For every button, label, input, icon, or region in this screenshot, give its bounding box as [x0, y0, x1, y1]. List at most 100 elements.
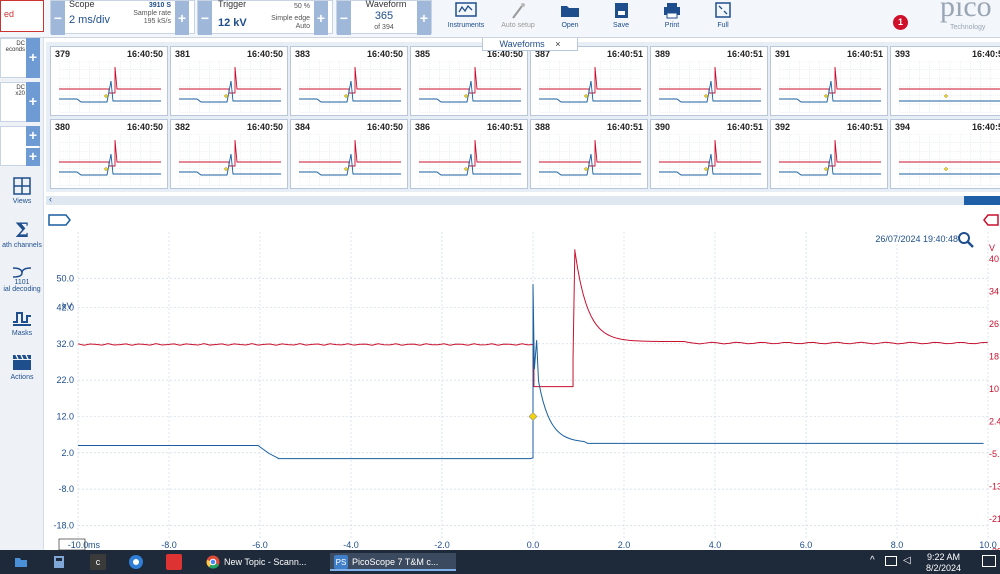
thumbnail-number: 386: [415, 122, 431, 132]
waveforms-tab[interactable]: Waveforms ×: [482, 38, 578, 51]
waveform-thumbnail[interactable]: 380 16:40:50: [50, 119, 168, 189]
waveform-thumbnail[interactable]: 390 16:40:51: [650, 119, 768, 189]
thumbnail-trigger-marker: [103, 93, 109, 99]
waveform-group: − Waveform 365 of 394 +: [336, 0, 432, 35]
left-sidebar: DC econds + DC x20 + + + Views Σ ath cha…: [0, 38, 44, 550]
thumbnail-trigger-marker: [583, 93, 589, 99]
trigger-decrease-button[interactable]: −: [198, 1, 212, 35]
thumbnail-number: 385: [415, 49, 431, 59]
timebase-decrease-button[interactable]: −: [51, 1, 65, 35]
thumbnail-scrollbar[interactable]: ‹: [46, 194, 1000, 205]
channel-c-plus-button[interactable]: +: [26, 126, 40, 146]
calculator-icon[interactable]: [52, 555, 66, 569]
thumbnail-red-trace: [299, 139, 401, 167]
run-status-button[interactable]: ed: [0, 0, 44, 32]
channel-a-plus-button[interactable]: +: [26, 38, 40, 78]
instruments-button[interactable]: Instruments: [441, 0, 491, 36]
save-button[interactable]: Save: [596, 0, 646, 36]
masks-button[interactable]: Masks: [0, 308, 44, 337]
network-icon[interactable]: [885, 556, 897, 566]
math-channels-button[interactable]: Σ ath channels: [0, 220, 44, 249]
thumbnail-blue-trace: [59, 153, 161, 176]
thumbnail-trigger-marker: [823, 166, 829, 172]
thumbnail-number: 389: [655, 49, 671, 59]
left-axis-tick: 50.0: [56, 273, 74, 283]
auto-setup-button[interactable]: Auto setup: [493, 0, 543, 36]
thumbnail-number: 384: [295, 122, 311, 132]
notifications-icon[interactable]: [982, 555, 996, 567]
thumbnail-number: 379: [55, 49, 71, 59]
waveform-thumbnail[interactable]: 387 16:40:51: [530, 46, 648, 116]
waveform-thumbnail[interactable]: 394 16:40:5: [890, 119, 1000, 189]
explorer-icon[interactable]: [14, 555, 28, 569]
taskbar-app-chrome[interactable]: New Topic - Scann...: [202, 553, 320, 571]
waveform-thumbnail[interactable]: 388 16:40:51: [530, 119, 648, 189]
thumbnail-trigger-marker: [223, 166, 229, 172]
thumbnail-blue-trace: [419, 80, 521, 103]
waveform-prev-button[interactable]: −: [337, 1, 351, 35]
waveform-thumbnail[interactable]: 383 16:40:50: [290, 46, 408, 116]
waveform-thumbnail[interactable]: 391 16:40:51: [770, 46, 888, 116]
thumbnail-red-trace: [779, 66, 881, 94]
waveform-current[interactable]: 365: [374, 10, 394, 22]
waveform-thumbnail[interactable]: 382 16:40:50: [170, 119, 288, 189]
waveform-next-button[interactable]: +: [417, 1, 431, 35]
trigger-marker: [528, 412, 538, 421]
thumbnail-waveform: [299, 134, 401, 186]
thumbnail-blue-trace: [59, 80, 161, 103]
waveform-thumbnail[interactable]: 389 16:40:51: [650, 46, 768, 116]
waveform-thumbnail[interactable]: 386 16:40:51: [410, 119, 528, 189]
terminal-icon[interactable]: c: [90, 554, 106, 570]
waveform-thumbnail[interactable]: 385 16:40:50: [410, 46, 528, 116]
clock-time: 9:22 AM: [927, 552, 961, 562]
tray-chevron-icon[interactable]: ^: [870, 555, 875, 566]
right-axis-tick: 40: [989, 254, 999, 264]
calendar-icon[interactable]: [166, 554, 182, 570]
svg-text:1101: 1101: [14, 279, 29, 284]
zoom-icon[interactable]: [958, 232, 974, 248]
serial-decoding-button[interactable]: 1101 ial decoding: [0, 264, 44, 293]
timebase-increase-button[interactable]: +: [175, 1, 189, 35]
thumbnail-red-trace: [59, 66, 161, 94]
notification-badge[interactable]: 1: [893, 15, 908, 30]
thumbnail-time: 16:40:50: [126, 49, 163, 59]
waveforms-tab-close-icon[interactable]: ×: [555, 39, 561, 49]
channel-b-plus-button[interactable]: +: [26, 82, 40, 122]
waveform-thumbnail[interactable]: 393 16:40:5: [890, 46, 1000, 116]
right-axis-unit: V: [989, 243, 995, 253]
app-blue-icon[interactable]: [128, 554, 144, 570]
trigger-level-value[interactable]: 12 kV: [218, 17, 247, 29]
open-button[interactable]: Open: [545, 0, 595, 36]
thumbnail-time: 16:40:50: [486, 49, 523, 59]
thumbnail-number: 387: [535, 49, 551, 59]
waveform-thumbnail[interactable]: 392 16:40:51: [770, 119, 888, 189]
x-axis-unit: ms: [88, 540, 100, 550]
taskbar-app-picoscope[interactable]: PS PicoScope 7 T&M c...: [330, 553, 456, 571]
volume-icon[interactable]: ◁: [903, 555, 911, 566]
clock[interactable]: 9:22 AM 8/2/2024: [926, 552, 961, 574]
scope-plot[interactable]: kV 50.0 42.0 32.0 22.0 12.0 2.0 -8.0 -18.0 V40 34 2…: [46, 210, 1000, 557]
x-axis-tick: 6.0: [800, 540, 813, 550]
thumbnail-time: 16:40:5: [971, 49, 1000, 59]
scrollbar-thumb[interactable]: [964, 196, 1000, 205]
views-button[interactable]: Views: [0, 176, 44, 205]
channel-d-plus-button[interactable]: +: [26, 148, 40, 166]
waveform-thumbnail[interactable]: 379 16:40:50: [50, 46, 168, 116]
trigger-group-label: Trigger: [218, 0, 247, 9]
thumbnail-red-trace: [659, 139, 761, 167]
thumbnail-red-trace: [179, 66, 281, 94]
waveform-thumbnail[interactable]: 384 16:40:50: [290, 119, 408, 189]
waveform-thumbnail[interactable]: 381 16:40:50: [170, 46, 288, 116]
save-icon: [615, 3, 628, 18]
x-axis-tick: -4.0: [343, 540, 359, 550]
run-status-label: ed: [4, 9, 15, 19]
trigger-increase-button[interactable]: +: [314, 1, 328, 35]
scroll-left-icon[interactable]: ‹: [49, 194, 52, 204]
scope-view[interactable]: kV 50.0 42.0 32.0 22.0 12.0 2.0 -8.0 -18.0 V 40 34 2…: [46, 210, 1000, 557]
thumbnail-time: 16:40:51: [726, 49, 763, 59]
actions-button[interactable]: Actions: [0, 352, 44, 381]
timebase-value[interactable]: 2 ms/div: [69, 14, 110, 26]
fullscreen-button[interactable]: Full: [698, 0, 748, 36]
print-button[interactable]: Print: [647, 0, 697, 36]
left-axis-tick: 2.0: [61, 448, 74, 458]
